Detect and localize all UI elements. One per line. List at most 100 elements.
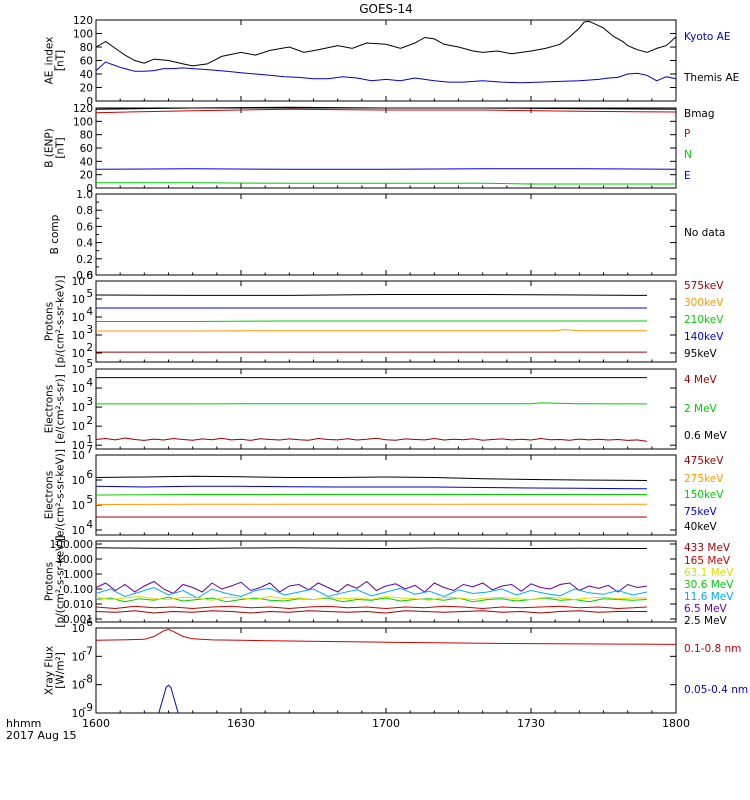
y-tick-label-protons1-0: 10 (72, 348, 85, 360)
series-line-protons2-0 (95, 547, 648, 550)
y-tick-label-bcomp-4: 0.8 (76, 205, 93, 217)
y-tick-label-ae-6: 120 (73, 15, 93, 27)
series-line-benp-1 (95, 108, 677, 114)
y-tick-label-electrons1-4: 10 (72, 364, 85, 376)
y-tick-exponent-protons1-1: 3 (86, 324, 93, 336)
series-line-benp-2 (95, 168, 677, 170)
series-line-protons2-6 (95, 610, 647, 614)
legend-entry-protons1-1: 300keV (684, 297, 724, 309)
y-tick-label-protons2-0: 0.001 (63, 614, 93, 626)
legend-entry-electrons2-2: 150keV (684, 489, 724, 501)
y-tick-label-benp-5: 100 (73, 116, 93, 128)
y-tick-label-ae-3: 60 (80, 56, 93, 68)
y-tick-exponent-electrons2-1: 5 (86, 494, 93, 506)
series-line-electrons2-1 (95, 485, 648, 490)
y-tick-label-electrons2-2: 10 (72, 475, 85, 487)
y-axis-label-electrons1: Electrons (44, 385, 56, 434)
y-tick-label-bcomp-2: 0.4 (76, 238, 93, 250)
y-tick-exponent-electrons2-2: 6 (86, 469, 93, 481)
series-line-electrons2-0 (95, 475, 648, 481)
panel-frame-electrons1 (95, 368, 677, 450)
x-axis-date-label: 2017 Aug 15 (6, 729, 76, 742)
y-tick-label-ae-2: 40 (80, 69, 93, 81)
legend-entry-benp-1: P (684, 128, 690, 140)
legend-entry-ae-1: Themis AE (683, 72, 739, 84)
y-tick-label-benp-1: 20 (80, 170, 93, 182)
legend-entry-protons1-3: 140keV (684, 331, 724, 343)
legend-entry-bcomp-0: No data (684, 227, 725, 239)
y-tick-label-xray-3: 10 (72, 623, 85, 635)
y-tick-exponent-electrons1-2: 3 (86, 396, 93, 408)
legend-entry-protons1-4: 95keV (684, 348, 718, 360)
legend-entry-electrons2-0: 475keV (684, 455, 724, 467)
legend-entry-electrons2-3: 75keV (684, 506, 718, 518)
series-line-electrons1-1 (96, 402, 648, 405)
y-tick-exponent-xray-0: -9 (83, 702, 93, 714)
y-tick-label-benp-4: 80 (80, 130, 93, 142)
y-axis-label-protons1: Protons (44, 302, 56, 341)
y-tick-label-xray-1: 10 (72, 680, 85, 692)
series-line-xray-1 (158, 684, 179, 714)
y-tick-exponent-electrons1-0: 1 (86, 434, 93, 446)
y-axis-label-electrons2: Electrons (44, 471, 56, 520)
series-line-protons1-3 (96, 329, 647, 332)
legend-entry-protons2-4: 11.6 MeV (684, 591, 734, 603)
y-axis-label-benp-line2: [nT] (55, 137, 67, 158)
y-tick-label-benp-0: 0 (86, 183, 93, 195)
y-tick-exponent-protons1-2: 4 (86, 306, 93, 318)
legend-entry-protons2-6: 2.5 MeV (684, 615, 728, 627)
panel-frame-ae (95, 19, 677, 102)
y-tick-label-ae-1: 20 (80, 83, 93, 95)
legend-entry-electrons1-0: 4 MeV (684, 374, 718, 386)
x-tick-label-3: 1730 (517, 717, 545, 730)
y-tick-label-benp-2: 40 (80, 156, 93, 168)
y-tick-label-electrons1-0: 10 (72, 440, 85, 452)
series-line-ae-0 (95, 20, 677, 67)
y-tick-label-bcomp-3: 0.6 (76, 221, 93, 233)
y-axis-label-ae-line2: [nT] (55, 50, 67, 71)
y-axis-label-bcomp: B comp (49, 214, 61, 254)
legend-entry-protons2-5: 6.5 MeV (684, 603, 728, 615)
y-tick-label-protons2-5: 100.000 (50, 539, 93, 551)
legend-entry-protons2-1: 165 MeV (684, 555, 731, 567)
legend-entry-benp-3: E (684, 170, 691, 182)
y-tick-label-protons2-1: 0.010 (63, 599, 93, 611)
legend-entry-xray-1: 0.05-0.4 nm (684, 684, 748, 696)
y-axis-label-electrons1-line2: [e/(cm²-s-sr)] (55, 374, 67, 443)
legend-entry-electrons1-1: 2 MeV (684, 403, 718, 415)
y-axis-label-protons2-line2: [p/(cm²-s-sr-keV)] (55, 535, 67, 627)
x-axis-corner-label: hhmm (6, 717, 41, 730)
series-line-protons1-0 (95, 294, 648, 296)
legend-entry-xray-0: 0.1-0.8 nm (684, 643, 741, 655)
legend-entry-electrons2-1: 275keV (684, 473, 724, 485)
legend-entry-benp-0: Bmag (684, 108, 715, 120)
y-tick-label-electrons2-0: 10 (72, 525, 85, 537)
x-tick-label-1: 1630 (227, 717, 255, 730)
series-line-benp-3 (96, 182, 676, 185)
legend-entry-protons2-2: 63.1 MeV (684, 567, 734, 579)
y-tick-exponent-protons1-4: 6 (86, 270, 93, 282)
y-tick-label-bcomp-1: 0.2 (76, 254, 93, 266)
y-tick-exponent-protons1-3: 5 (86, 288, 93, 300)
y-tick-label-electrons2-3: 10 (72, 450, 85, 462)
panel-frame-benp (95, 107, 677, 189)
y-tick-label-benp-3: 60 (80, 143, 93, 155)
y-tick-label-xray-2: 10 (72, 651, 85, 663)
legend-entry-protons1-0: 575keV (684, 280, 724, 292)
y-tick-exponent-protons1-0: 2 (86, 342, 93, 354)
y-axis-label-xray: Xray Flux (44, 646, 56, 695)
x-tick-label-4: 1800 (662, 717, 690, 730)
y-axis-label-protons1-line2: [p/(cm²-s-sr-keV)] (55, 275, 67, 367)
y-tick-label-ae-4: 80 (80, 42, 93, 54)
series-line-protons2-2 (95, 586, 648, 599)
figure-title: GOES-14 (359, 2, 413, 16)
y-tick-label-bcomp-5: 1.0 (76, 189, 93, 201)
y-tick-exponent-xray-1: -8 (83, 674, 93, 686)
y-axis-label-ae: AE_index (44, 37, 56, 85)
y-tick-exponent-electrons1-3: 4 (86, 377, 93, 389)
y-tick-exponent-electrons1-4: 5 (86, 358, 93, 370)
y-tick-label-protons2-4: 10.000 (56, 554, 93, 566)
y-tick-exponent-electrons2-3: 7 (86, 444, 93, 456)
y-tick-label-bcomp-0: 0.0 (76, 270, 93, 282)
y-axis-label-electrons2-line2: [e/(cm²-s-sr-keV)] (55, 449, 67, 541)
